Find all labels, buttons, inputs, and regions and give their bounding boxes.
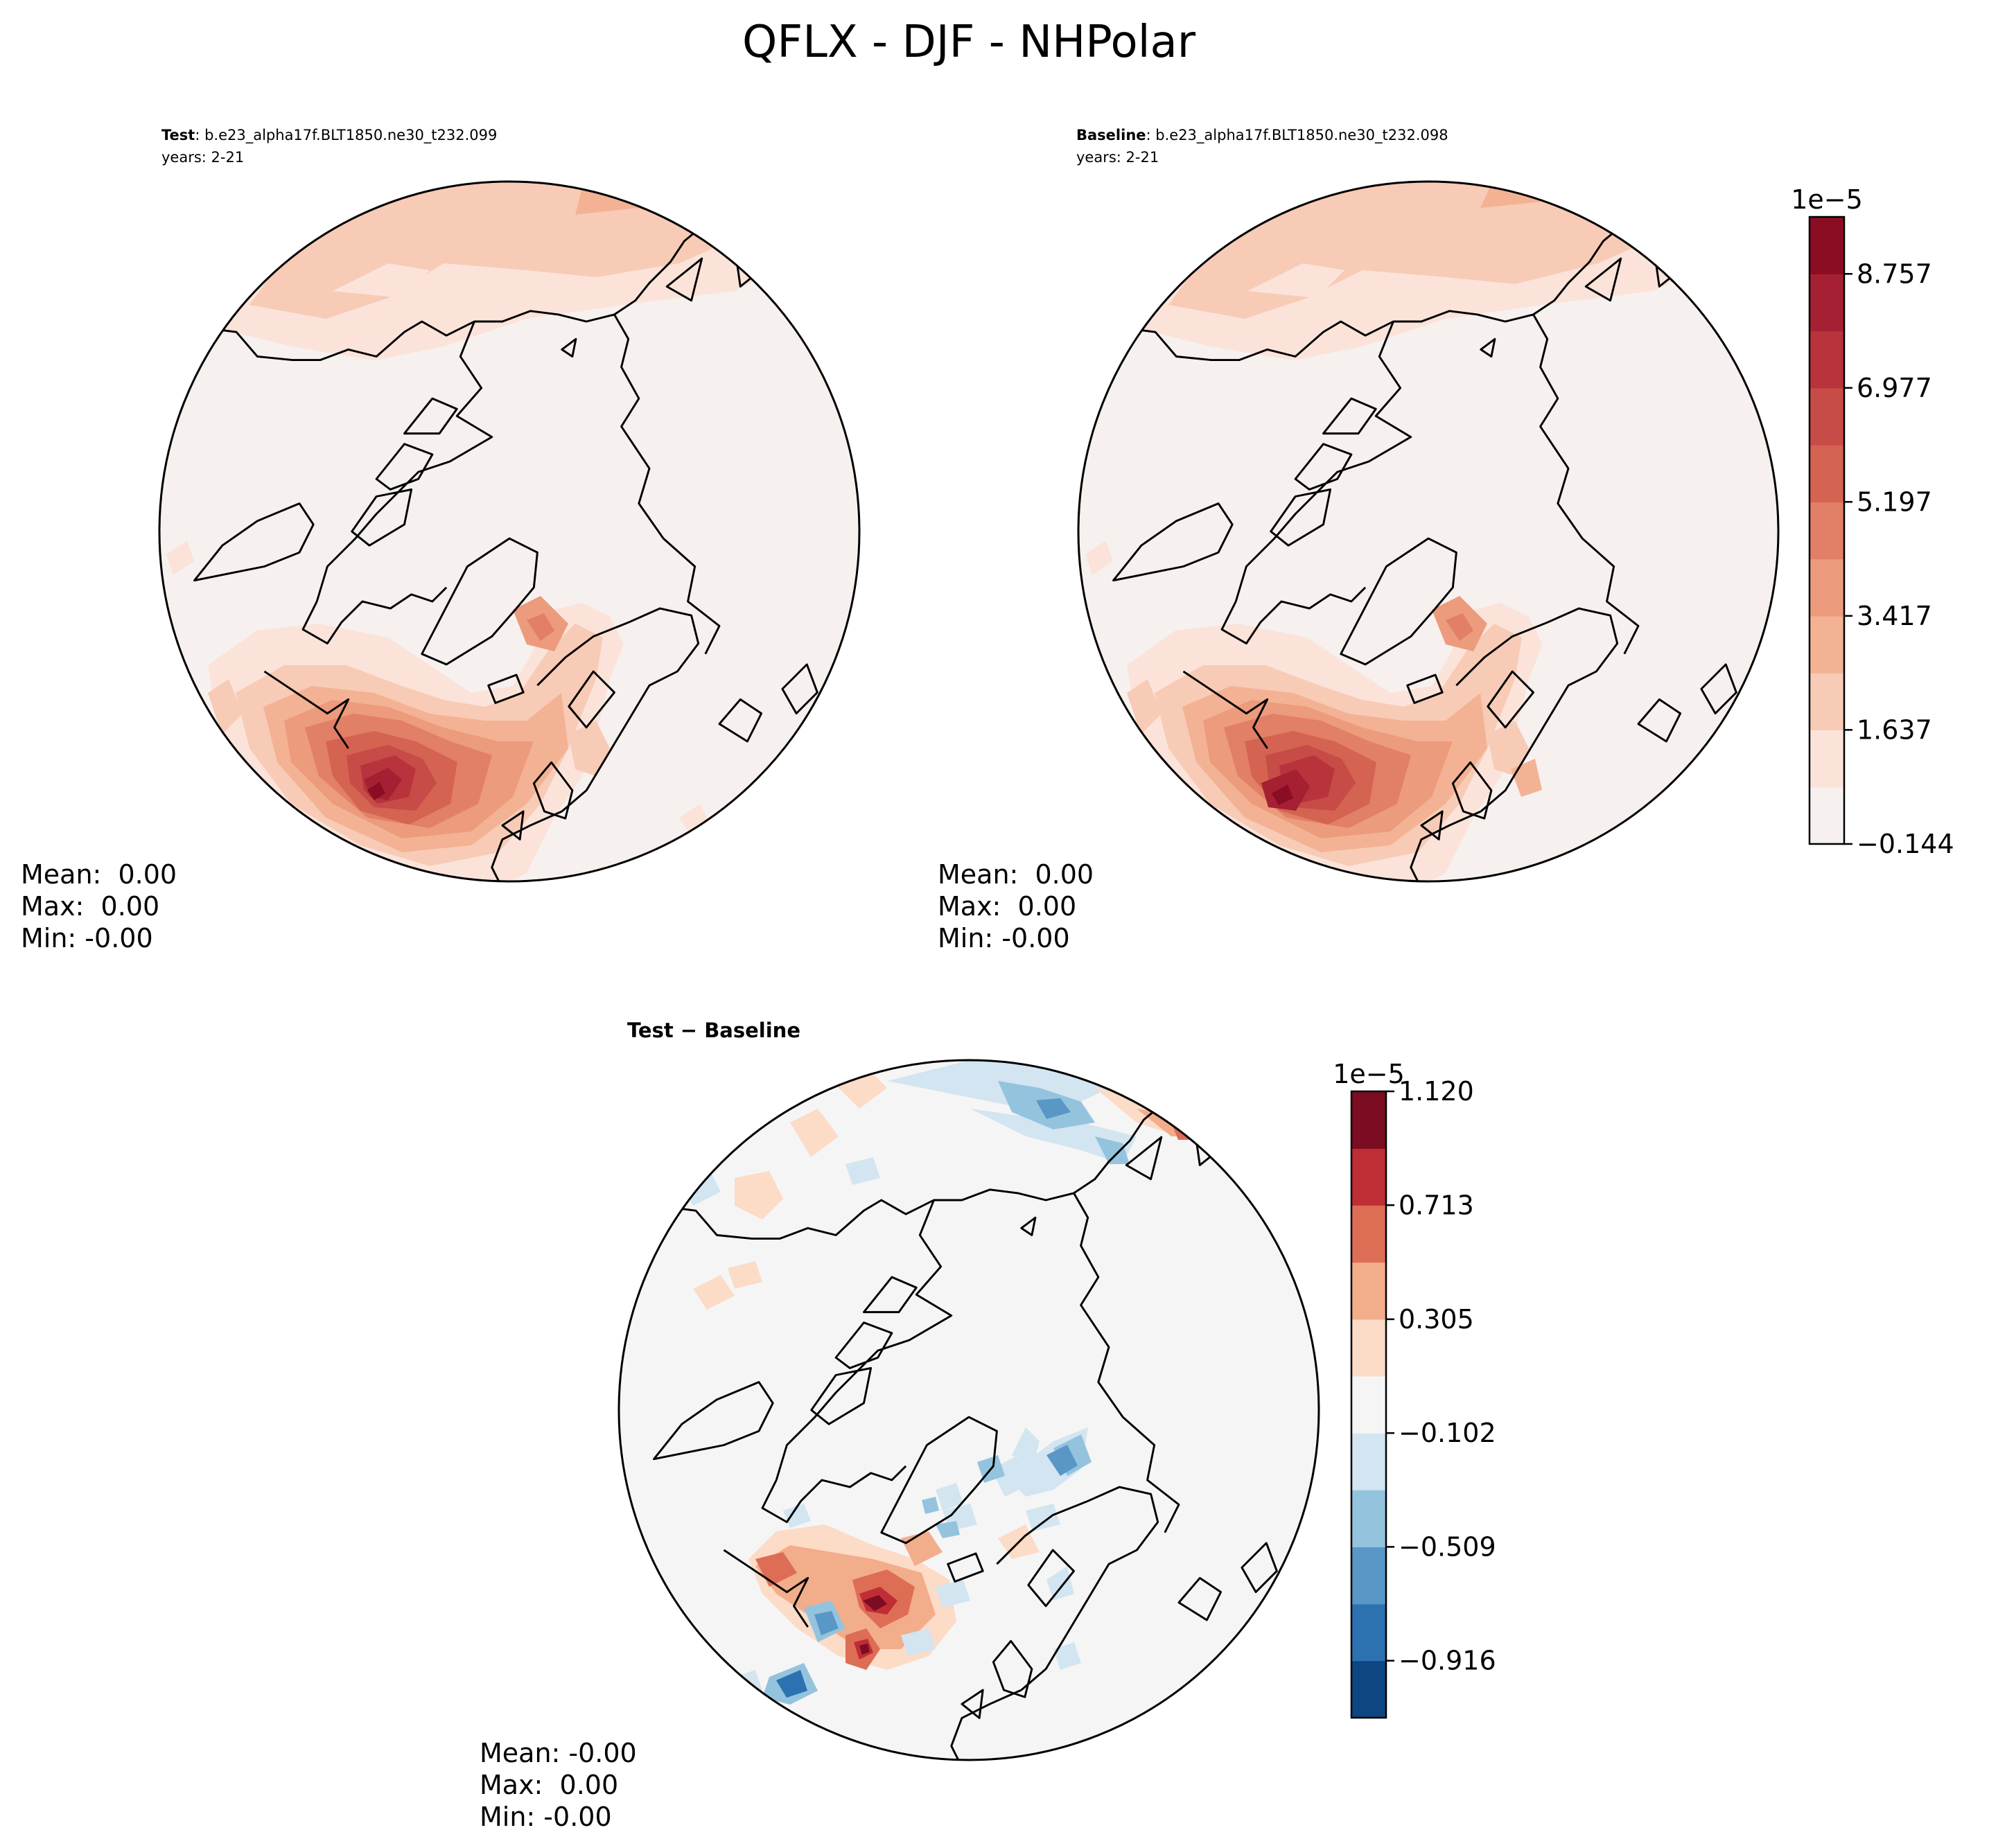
colorbar-abs-segment [1810, 217, 1844, 274]
colorbar-abs-tick-label: 5.197 [1857, 486, 1932, 517]
test-map [158, 180, 861, 883]
colorbar-diff-segment [1351, 1547, 1386, 1605]
test-min: Min: -0.00 [21, 923, 153, 953]
baseline-case-header: Baseline: b.e23_alpha17f.BLT1850.ne30_t2… [1076, 127, 1448, 144]
colorbar-diff-segment [1351, 1148, 1386, 1206]
diff-map [617, 1059, 1320, 1761]
colorbar-abs-segment [1810, 558, 1844, 617]
baseline-case-name: : b.e23_alpha17f.BLT1850.ne30_t232.098 [1146, 127, 1448, 144]
colorbar-abs-segment [1810, 730, 1844, 788]
test-mean: Mean: 0.00 [21, 859, 177, 890]
diff-max: Max: 0.00 [480, 1770, 618, 1800]
test-case-header: Test: b.e23_alpha17f.BLT1850.ne30_t232.0… [161, 127, 497, 144]
colorbar-diff-tick-label: 1.120 [1399, 1076, 1474, 1107]
diff-stats: Mean: -0.00 Max: 0.00 Min: -0.00 [480, 1738, 637, 1832]
colorbar-abs-segment [1810, 786, 1844, 845]
colorbar-abs-segment [1810, 615, 1844, 674]
colorbar-abs-tick-label: −0.144 [1857, 829, 1954, 859]
colorbar-abs-segment [1810, 445, 1844, 502]
colorbar-diff-frame [1350, 1090, 1387, 1719]
diff-min: Min: -0.00 [480, 1802, 612, 1832]
figure-title: QFLX - DJF - NHPolar [742, 17, 1196, 68]
colorbar-abs-segment [1810, 331, 1844, 389]
test-case-name: : b.e23_alpha17f.BLT1850.ne30_t232.099 [195, 127, 497, 144]
colorbar-diff-tick-label: −0.509 [1399, 1531, 1496, 1562]
colorbar-diff-segment [1351, 1660, 1386, 1718]
diff-mean: Mean: -0.00 [480, 1738, 637, 1768]
diff-contour-norway [693, 1261, 1081, 1670]
colorbar-diff-segment [1351, 1262, 1386, 1320]
baseline-max: Max: 0.00 [938, 891, 1076, 922]
colorbar-abs-scale-label: 1e−5 [1791, 184, 1863, 215]
test-stats: Mean: 0.00 Max: 0.00 Min: -0.00 [21, 859, 177, 953]
colorbar-diff-segment [1351, 1490, 1386, 1548]
baseline-label: Baseline [1076, 127, 1146, 143]
colorbar-abs-segment [1810, 502, 1844, 560]
colorbar-diff-segment [1351, 1375, 1386, 1434]
colorbar-diff-segment [1351, 1603, 1386, 1662]
colorbar-diff-scale-label: 1e−5 [1333, 1059, 1405, 1089]
baseline-mean: Mean: 0.00 [938, 859, 1094, 890]
colorbar-abs-segment [1810, 673, 1844, 730]
colorbar-diff-tick-label: −0.102 [1399, 1418, 1496, 1448]
colorbar-diff-segment [1351, 1205, 1386, 1263]
colorbar-abs-tick-label: 1.637 [1857, 714, 1932, 745]
test-label: Test [161, 127, 195, 143]
colorbar-diff-tick-label: 0.713 [1399, 1190, 1474, 1220]
colorbar-diff-segment [1351, 1433, 1386, 1490]
colorbar-diff-tick-label: 0.305 [1399, 1304, 1474, 1335]
colorbar-abs-tick-label: 3.417 [1857, 601, 1932, 631]
colorbar-diff-segment [1351, 1091, 1386, 1149]
colorbar-diff-segment [1351, 1319, 1386, 1377]
colorbar-abs-tick-label: 8.757 [1857, 258, 1932, 289]
test-max: Max: 0.00 [21, 891, 159, 922]
colorbar-abs-tick-label: 6.977 [1857, 373, 1932, 403]
test-contour-north-atlantic [166, 540, 714, 881]
baseline-years: years: 2-21 [1076, 149, 1159, 166]
baseline-min: Min: -0.00 [938, 923, 1070, 953]
colorbar-abs-frame [1808, 215, 1846, 845]
diff-contour-barents [922, 1427, 1092, 1531]
diff-title: Test − Baseline [627, 1019, 800, 1042]
baseline-stats: Mean: 0.00 Max: 0.00 Min: -0.00 [938, 859, 1094, 953]
test-years: years: 2-21 [161, 149, 244, 166]
colorbar-diff-tick-label: −0.916 [1399, 1646, 1496, 1676]
colorbar-abs-segment [1810, 274, 1844, 332]
colorbar-abs-segment [1810, 387, 1844, 446]
diff-contour-atlantic [735, 1455, 1040, 1705]
baseline-map [1077, 180, 1780, 883]
colorbar-absolute: −0.144 1.637 3.417 5.197 6.977 8.757 1e−5 [1791, 184, 1954, 859]
